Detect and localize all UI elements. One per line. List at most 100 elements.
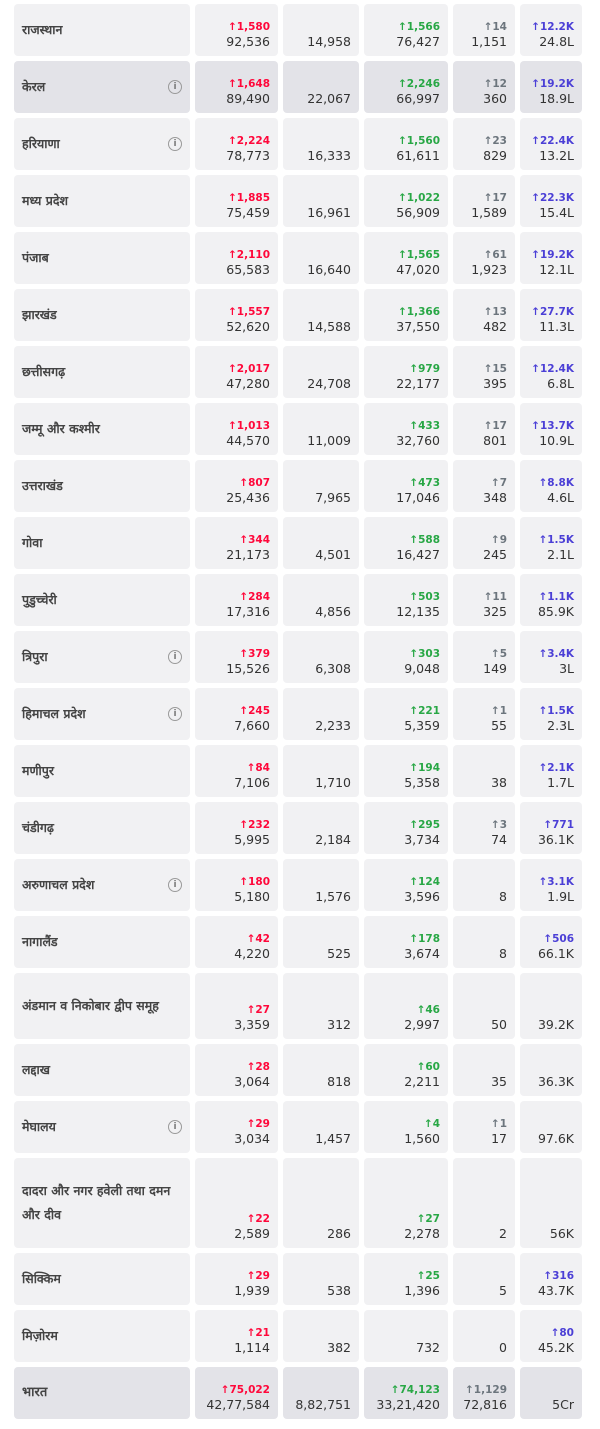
confirmed-cell: ↑29 1,939 (195, 1253, 278, 1305)
state-cell[interactable]: पुडुच्चेरी (14, 574, 190, 626)
state-cell[interactable]: हिमाचल प्रदेश i (14, 688, 190, 740)
tested-delta: ↑22.4K (531, 135, 574, 147)
state-cell[interactable]: दादरा और नगर हवेली तथा दमन और दीव (14, 1158, 190, 1248)
table-row[interactable]: चंडीगढ़ ↑232 5,995 2,184 ↑295 3,734 ↑3 74 ↑771 36… (14, 802, 582, 854)
tested-delta: ↑13.7K (531, 420, 574, 432)
confirmed-value: 75,459 (226, 205, 270, 220)
deceased-cell: ↑9 245 (453, 517, 515, 569)
confirmed-cell: ↑1,013 44,570 (195, 403, 278, 455)
state-cell[interactable]: अरुणाचल प्रदेश i (14, 859, 190, 911)
tested-cell: ↑80 45.2K (520, 1310, 582, 1362)
recovered-cell: ↑194 5,358 (364, 745, 448, 797)
confirmed-value: 78,773 (226, 148, 270, 163)
state-cell[interactable]: छत्तीसगढ़ (14, 346, 190, 398)
recovered-cell: ↑2,246 66,997 (364, 61, 448, 113)
state-cell[interactable]: केरल i (14, 61, 190, 113)
table-row[interactable]: दादरा और नगर हवेली तथा दमन और दीव ↑22 2,58… (14, 1158, 582, 1248)
confirmed-delta: ↑180 (239, 876, 270, 888)
state-cell[interactable]: झारखंड (14, 289, 190, 341)
info-icon[interactable]: i (168, 878, 182, 892)
state-cell[interactable]: लद्दाख (14, 1044, 190, 1096)
deceased-value: 801 (483, 433, 507, 448)
confirmed-cell: ↑2,224 78,773 (195, 118, 278, 170)
active-value: 382 (327, 1340, 351, 1355)
table-row[interactable]: मेघालय i ↑29 3,034 1,457 ↑4 1,560 ↑1 17 97.6K (14, 1101, 582, 1153)
recovered-delta: ↑1,022 (397, 192, 440, 204)
recovered-delta: ↑1,560 (397, 135, 440, 147)
state-cell[interactable]: उत्तराखंड (14, 460, 190, 512)
active-value: 14,958 (307, 34, 351, 49)
state-cell[interactable]: अंडमान व निकोबार द्वीप समूह (14, 973, 190, 1039)
state-cell[interactable]: हरियाणा i (14, 118, 190, 170)
table-row[interactable]: हरियाणा i ↑2,224 78,773 16,333 ↑1,560 61,611 ↑2… (14, 118, 582, 170)
deceased-delta: ↑17 (483, 192, 507, 204)
total-row[interactable]: भारत ↑75,022 42,77,584 8,82,751 ↑74,123 33,21… (14, 1367, 582, 1419)
state-cell[interactable]: मेघालय i (14, 1101, 190, 1153)
tested-delta: ↑27.7K (531, 306, 574, 318)
table-row[interactable]: छत्तीसगढ़ ↑2,017 47,280 24,708 ↑979 22,177 ↑15… (14, 346, 582, 398)
table-row[interactable]: झारखंड ↑1,557 52,620 14,588 ↑1,366 37,550 ↑13 4… (14, 289, 582, 341)
confirmed-delta: ↑1,013 (227, 420, 270, 432)
table-row[interactable]: अरुणाचल प्रदेश i ↑180 5,180 1,576 ↑124 3,596 8 ↑… (14, 859, 582, 911)
info-icon[interactable]: i (168, 137, 182, 151)
confirmed-value: 2,589 (234, 1226, 270, 1241)
recovered-cell: ↑74,123 33,21,420 (364, 1367, 448, 1419)
deceased-cell: ↑5 149 (453, 631, 515, 683)
table-row[interactable]: जम्मू और कश्मीर ↑1,013 44,570 11,009 ↑433 32,… (14, 403, 582, 455)
table-row[interactable]: मणीपुर ↑84 7,106 1,710 ↑194 5,358 38 ↑2.1K 1.7L (14, 745, 582, 797)
active-cell: 4,856 (283, 574, 359, 626)
active-value: 2,184 (315, 832, 351, 847)
recovered-cell: ↑1,366 37,550 (364, 289, 448, 341)
state-cell[interactable]: जम्मू और कश्मीर (14, 403, 190, 455)
table-row[interactable]: लद्दाख ↑28 3,064 818 ↑60 2,211 35 36.3K (14, 1044, 582, 1096)
deceased-delta: ↑5 (490, 648, 507, 660)
table-row[interactable]: हिमाचल प्रदेश i ↑245 7,660 2,233 ↑221 5,359 ↑1 5… (14, 688, 582, 740)
table-row[interactable]: सिक्किम ↑29 1,939 538 ↑25 1,396 5 ↑316 43.7K (14, 1253, 582, 1305)
tested-value: 5Cr (552, 1397, 574, 1412)
table-row[interactable]: पुडुच्चेरी ↑284 17,316 4,856 ↑503 12,135 ↑11 32… (14, 574, 582, 626)
confirmed-value: 92,536 (226, 34, 270, 49)
tested-value: 4.6L (547, 490, 574, 505)
deceased-delta: ↑15 (483, 363, 507, 375)
info-icon[interactable]: i (168, 650, 182, 664)
deceased-value: 149 (483, 661, 507, 676)
table-row[interactable]: केरल i ↑1,648 89,490 22,067 ↑2,246 66,997 ↑12 36… (14, 61, 582, 113)
active-value: 16,640 (307, 262, 351, 277)
state-cell[interactable]: भारत (14, 1367, 190, 1419)
active-value: 16,333 (307, 148, 351, 163)
tested-value: 66.1K (537, 946, 574, 961)
table-row[interactable]: नागालैंड ↑42 4,220 525 ↑178 3,674 8 ↑506 66.1K (14, 916, 582, 968)
table-row[interactable]: उत्तराखंड ↑807 25,436 7,965 ↑473 17,046 ↑7 348 ↑… (14, 460, 582, 512)
tested-cell: ↑1.1K 85.9K (520, 574, 582, 626)
tested-cell: ↑8.8K 4.6L (520, 460, 582, 512)
tested-value: 3L (559, 661, 574, 676)
state-cell[interactable]: पंजाब (14, 232, 190, 284)
confirmed-value: 65,583 (226, 262, 270, 277)
state-cell[interactable]: गोवा (14, 517, 190, 569)
state-cell[interactable]: सिक्किम (14, 1253, 190, 1305)
tested-value: 45.2K (537, 1340, 574, 1355)
table-row[interactable]: मध्य प्रदेश ↑1,885 75,459 16,961 ↑1,022 56,90… (14, 175, 582, 227)
recovered-delta: ↑1,566 (397, 21, 440, 33)
info-icon[interactable]: i (168, 707, 182, 721)
state-cell[interactable]: मिज़ोरम (14, 1310, 190, 1362)
info-icon[interactable]: i (168, 1120, 182, 1134)
state-cell[interactable]: त्रिपुरा i (14, 631, 190, 683)
table-row[interactable]: त्रिपुरा i ↑379 15,526 6,308 ↑303 9,048 ↑5 149 ↑3… (14, 631, 582, 683)
confirmed-delta: ↑2,017 (227, 363, 270, 375)
state-name: झारखंड (22, 306, 57, 322)
state-cell[interactable]: चंडीगढ़ (14, 802, 190, 854)
state-cell[interactable]: मध्य प्रदेश (14, 175, 190, 227)
tested-value: 13.2L (539, 148, 574, 163)
state-cell[interactable]: नागालैंड (14, 916, 190, 968)
table-row[interactable]: गोवा ↑344 21,173 4,501 ↑588 16,427 ↑9 245 ↑1.5K 2… (14, 517, 582, 569)
table-row[interactable]: राजस्थान ↑1,580 92,536 14,958 ↑1,566 76,427 ↑1… (14, 4, 582, 56)
state-cell[interactable]: राजस्थान (14, 4, 190, 56)
info-icon[interactable]: i (168, 80, 182, 94)
state-cell[interactable]: मणीपुर (14, 745, 190, 797)
table-row[interactable]: अंडमान व निकोबार द्वीप समूह ↑27 3,359 312 ↑4… (14, 973, 582, 1039)
table-row[interactable]: मिज़ोरम ↑21 1,114 382 732 0 ↑80 45.2K (14, 1310, 582, 1362)
table-row[interactable]: पंजाब ↑2,110 65,583 16,640 ↑1,565 47,020 ↑61 1,… (14, 232, 582, 284)
active-value: 4,501 (315, 547, 351, 562)
confirmed-cell: ↑1,580 92,536 (195, 4, 278, 56)
